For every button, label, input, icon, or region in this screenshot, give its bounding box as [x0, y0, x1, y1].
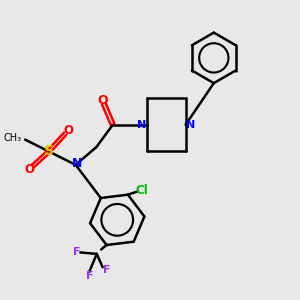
- Text: S: S: [44, 145, 54, 158]
- Text: F: F: [73, 248, 81, 257]
- Text: N: N: [137, 120, 146, 130]
- Text: O: O: [97, 94, 108, 107]
- Text: O: O: [24, 164, 34, 176]
- Text: F: F: [103, 265, 110, 275]
- Text: N: N: [72, 157, 82, 170]
- Text: Cl: Cl: [135, 184, 148, 197]
- Text: N: N: [186, 120, 196, 130]
- Text: CH₃: CH₃: [3, 133, 22, 143]
- Text: O: O: [64, 124, 74, 136]
- Text: F: F: [85, 271, 93, 281]
